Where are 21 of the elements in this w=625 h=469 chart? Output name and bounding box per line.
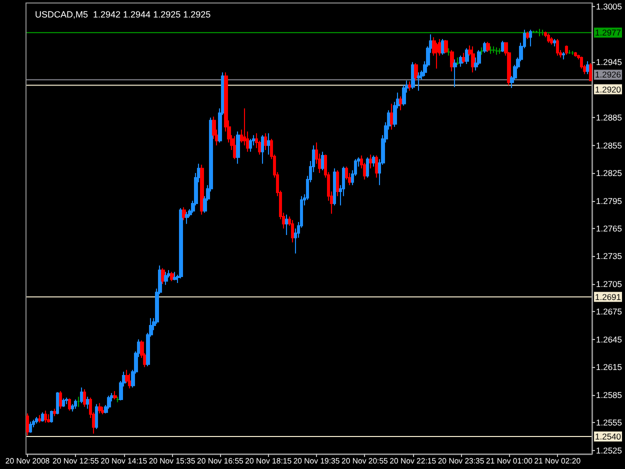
y-tick-label: 1.2735 — [596, 251, 622, 262]
y-tick-label: 1.3005 — [596, 2, 622, 12]
y-tick-label: 1.2855 — [596, 140, 622, 150]
ref-line-label: 1.2926 — [595, 70, 622, 80]
y-tick-label: 1.2885 — [596, 112, 622, 123]
y-tick-label: 1.2945 — [596, 57, 622, 68]
y-tick-label: 1.2825 — [596, 168, 622, 178]
y-tick-label: 1.2795 — [596, 196, 622, 206]
y-tick-label: 1.2525 — [596, 445, 622, 456]
ref-line-label: 1.2540 — [595, 431, 622, 442]
y-tick-label: 1.2615 — [596, 362, 622, 372]
y-tick-label: 1.2555 — [596, 418, 622, 428]
text: USDCAD,M5 1.2942 1.2944 1.2925 1.2925 — [35, 10, 211, 20]
y-tick-label: 1.2765 — [596, 224, 622, 234]
y-tick-label: 1.2675 — [596, 306, 622, 317]
ref-line-label: 1.2977 — [595, 28, 622, 38]
y-tick-label: 1.2705 — [596, 278, 622, 289]
y-tick-label: 1.2585 — [596, 390, 622, 400]
y-tick-label: 1.2645 — [596, 334, 622, 344]
ref-line-label: 1.2691 — [595, 292, 622, 302]
ref-line-label: 1.2920 — [595, 84, 622, 94]
